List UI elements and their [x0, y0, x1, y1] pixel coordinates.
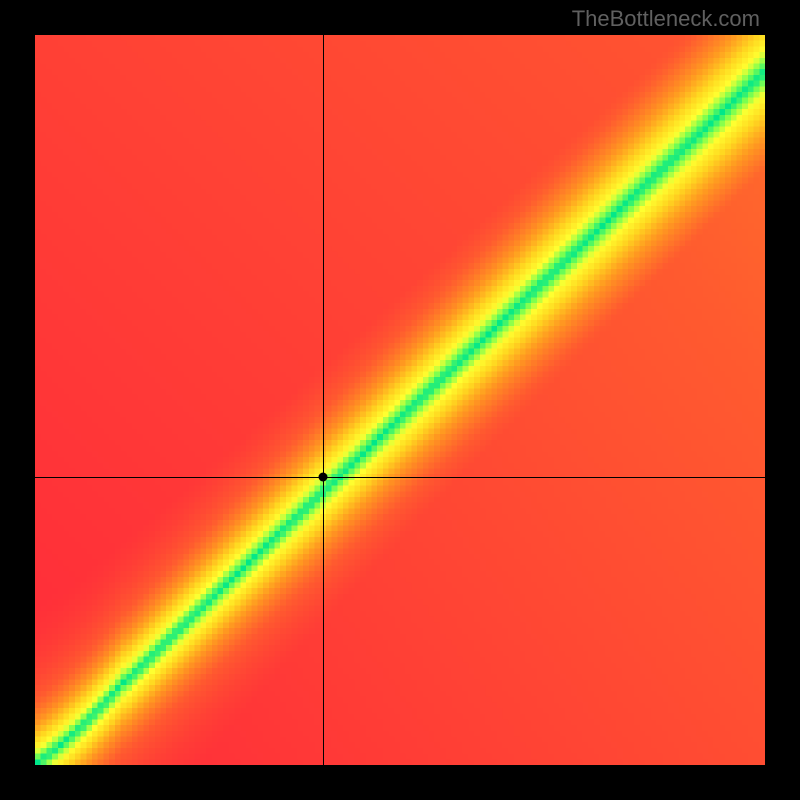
crosshair-horizontal: [35, 477, 765, 478]
crosshair-vertical: [323, 35, 324, 765]
heatmap-canvas: [35, 35, 765, 765]
watermark-text: TheBottleneck.com: [572, 6, 760, 32]
marker-dot: [319, 472, 328, 481]
heatmap-plot: [35, 35, 765, 765]
